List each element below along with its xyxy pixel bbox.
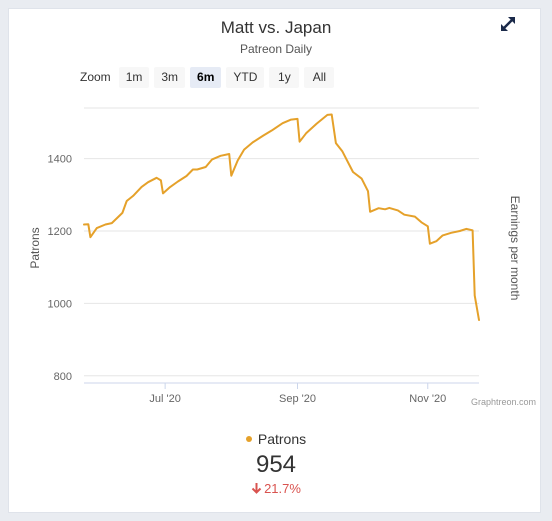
credit-link[interactable]: Graphtreon.com: [470, 397, 536, 407]
zoom-3m-button[interactable]: 3m: [154, 66, 186, 88]
chart-card: [8, 8, 541, 513]
zoom-1m-button[interactable]: 1m: [118, 66, 150, 88]
zoom-ytd-button[interactable]: YTD: [226, 66, 265, 88]
series-line-patrons[interactable]: [83, 113, 480, 321]
legend-label: Patrons: [257, 431, 307, 447]
current-patrons-value: 954: [255, 451, 297, 478]
grid-lines: [84, 107, 479, 377]
chart-title: Matt vs. Japan: [220, 18, 332, 37]
y-axis-label: Patrons: [28, 227, 42, 268]
axes: 800 1000 1200 1400 Jul '20 Sep '20 Nov '20: [48, 154, 479, 405]
legend-item-patrons[interactable]: Patrons: [0, 431, 552, 447]
zoom-1y-button[interactable]: 1y: [269, 66, 300, 88]
x-tick-label: Nov '20: [409, 393, 446, 405]
zoom-all-button[interactable]: All: [304, 66, 335, 88]
change-indicator: 21.7%: [0, 481, 552, 496]
y-tick-label: 1400: [48, 154, 72, 166]
y-tick-label: 800: [54, 371, 72, 383]
legend-dot: [245, 435, 252, 442]
y-tick-label: 1200: [48, 226, 72, 238]
zoom-6m-button[interactable]: 6m: [190, 66, 222, 88]
change-percent: 21.7%: [264, 481, 301, 496]
chart-subtitle: Patreon Daily: [239, 42, 313, 56]
y2-axis-label: Earnings per month: [508, 196, 522, 301]
x-tick-label: Sep '20: [279, 393, 316, 405]
zoom-controls: Zoom 1m 3m 6m YTD 1y All: [80, 66, 335, 88]
arrow-down-icon: [251, 481, 262, 496]
y-tick-label: 1000: [48, 298, 72, 310]
zoom-label: Zoom: [80, 70, 111, 84]
series-layer: [83, 113, 480, 321]
expand-arrows-icon[interactable]: [498, 14, 518, 34]
x-tick-label: Jul '20: [149, 393, 180, 405]
